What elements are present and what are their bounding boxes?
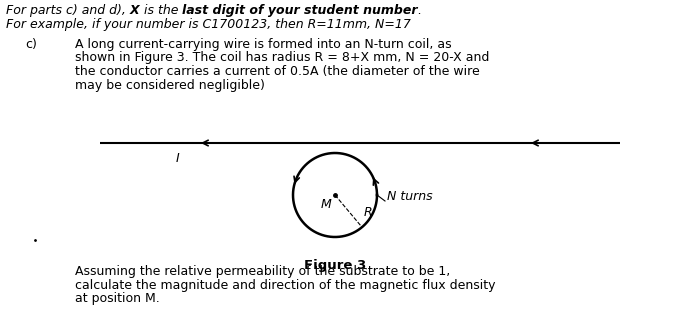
Text: Assuming the relative permeability of the substrate to be 1,: Assuming the relative permeability of th… — [75, 265, 450, 278]
Text: at position M.: at position M. — [75, 292, 160, 305]
Text: .: . — [417, 4, 421, 17]
Text: Figure 3: Figure 3 — [304, 259, 366, 272]
Text: For parts c) and d),: For parts c) and d), — [6, 4, 130, 17]
Text: calculate the magnitude and direction of the magnetic flux density: calculate the magnitude and direction of… — [75, 278, 495, 292]
Text: M: M — [320, 198, 331, 211]
Text: X: X — [130, 4, 139, 17]
Text: may be considered negligible): may be considered negligible) — [75, 78, 265, 91]
Text: c): c) — [25, 38, 37, 51]
Text: N turns: N turns — [387, 191, 433, 204]
Text: shown in Figure 3. The coil has radius R = 8+X mm, N = 20-X and: shown in Figure 3. The coil has radius R… — [75, 52, 489, 65]
Text: the conductor carries a current of 0.5A (the diameter of the wire: the conductor carries a current of 0.5A … — [75, 65, 480, 78]
Text: For example, if your number is C1700123, then R=11mm, N=17: For example, if your number is C1700123,… — [6, 18, 411, 31]
Text: last digit of your student number: last digit of your student number — [182, 4, 417, 17]
Text: is the: is the — [139, 4, 182, 17]
Text: A long current-carrying wire is formed into an N-turn coil, as: A long current-carrying wire is formed i… — [75, 38, 452, 51]
Text: I: I — [176, 152, 180, 165]
Text: R: R — [364, 206, 373, 219]
